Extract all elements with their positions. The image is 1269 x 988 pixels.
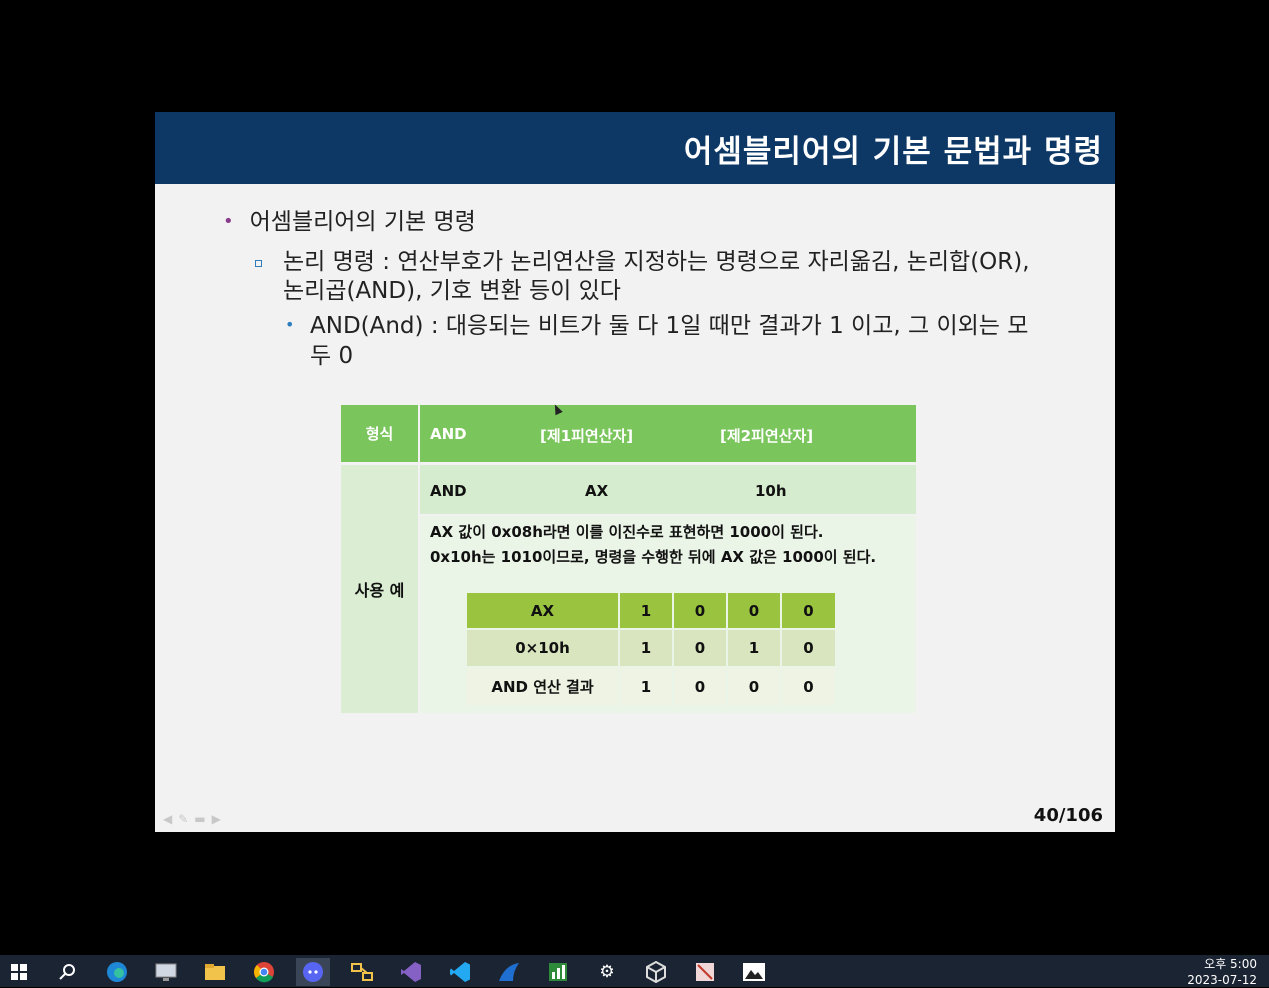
bullet-dot-icon: • (285, 315, 295, 334)
bit-cell: 1 (728, 630, 780, 666)
folder-icon[interactable] (198, 958, 232, 986)
chart-icon[interactable] (541, 958, 575, 986)
example-op: AND (430, 482, 467, 500)
bit-table: AX 1 0 0 0 0×10h 1 0 1 0 AND 연산 결과 1 0 0… (467, 593, 835, 705)
format-operand1: [제1피연산자] (540, 427, 634, 445)
slide-header: 어셈블리어의 기본 문법과 명령 (155, 112, 1115, 184)
bit-cell: 0 (782, 593, 835, 628)
bit-row-label: AX (467, 593, 618, 628)
discord-icon[interactable] (296, 958, 330, 986)
bit-row-label: AND 연산 결과 (467, 668, 618, 705)
clock-time: 오후 5:00 (1204, 957, 1257, 971)
format-row: AND [제1피연산자] [제2피연산자] (420, 405, 916, 462)
bit-cell: 0 (674, 668, 726, 705)
presentation-slide: 어셈블리어의 기본 문법과 명령 • 어셈블리어의 기본 명령 논리 명령 : 연… (155, 112, 1115, 832)
bit-cell: 1 (620, 630, 672, 666)
photo-icon[interactable] (737, 958, 771, 986)
example-operand1: AX (585, 482, 609, 500)
bit-row-label: 0×10h (467, 630, 618, 666)
and-syntax-table: 형식 AND [제1피연산자] [제2피연산자] 사용 예 AND AX 10h… (341, 405, 916, 713)
prev-slide-icon[interactable]: ◀ (163, 812, 179, 826)
chrome-icon[interactable] (247, 958, 281, 986)
visual-studio-icon[interactable] (394, 958, 428, 986)
bit-cell: 1 (620, 668, 672, 705)
bit-cell: 0 (782, 630, 835, 666)
clock-date: 2023-07-12 (1187, 973, 1257, 987)
slide-title: 어셈블리어의 기본 문법과 명령 (683, 134, 1103, 170)
format-op: AND (430, 425, 467, 443)
vscode-icon[interactable] (443, 958, 477, 986)
example-row: AND AX 10h (420, 465, 916, 514)
edge-icon[interactable] (100, 958, 134, 986)
bullet-square-icon (255, 260, 262, 267)
usage-label: 사용 예 (341, 465, 418, 713)
taskbar: ⚙ 오후 5:00 2023-07-12 (0, 955, 1269, 987)
image-tool-icon[interactable] (688, 958, 722, 986)
system-clock[interactable]: 오후 5:00 2023-07-12 (1187, 956, 1257, 988)
bit-cell: 0 (674, 593, 726, 628)
bit-cell: 0 (782, 668, 835, 705)
bullet-dot-icon: • (223, 211, 234, 232)
bullet-level3: • AND(And) : 대응되는 비트가 둘 다 1일 때만 결과가 1 이고… (285, 311, 1045, 371)
bit-cell: 1 (620, 593, 672, 628)
next-slide-icon[interactable]: ▶ (211, 812, 227, 826)
search-icon[interactable] (51, 958, 85, 986)
gear-icon[interactable]: ⚙ (599, 962, 615, 982)
desc-line1: AX 값이 0x08h라면 이를 이진수로 표현하면 1000이 된다. (430, 523, 824, 541)
page-number: 40/106 (1033, 805, 1103, 826)
cube-icon[interactable] (639, 958, 673, 986)
example-operand2: 10h (755, 482, 787, 500)
bullet-level3-text: AND(And) : 대응되는 비트가 둘 다 1일 때만 결과가 1 이고, … (310, 313, 1029, 369)
puzzle-icon[interactable] (345, 958, 379, 986)
bit-cell: 0 (674, 630, 726, 666)
bullet-level1: • 어셈블리어의 기본 명령 (223, 202, 476, 236)
menu-icon[interactable]: ▬ (194, 812, 212, 826)
bit-cell: 0 (728, 593, 780, 628)
bullet-level1-text: 어셈블리어의 기본 명령 (249, 209, 476, 235)
bullet-level2-text: 논리 명령 : 연산부호가 논리연산을 지정하는 명령으로 자리옮김, 논리합(… (283, 249, 1030, 304)
shark-icon[interactable] (492, 958, 526, 986)
format-label: 형식 (341, 405, 418, 462)
bullet-level2: 논리 명령 : 연산부호가 논리연산을 지정하는 명령으로 자리옮김, 논리합(… (255, 248, 1055, 306)
desc-line2: 0x10h는 1010이므로, 명령을 수행한 뒤에 AX 값은 1000이 된… (430, 548, 877, 566)
pen-icon[interactable]: ✎ (178, 812, 195, 826)
windows-icon[interactable] (2, 958, 36, 986)
slide-nav-controls[interactable]: ◀✎▬▶ (163, 812, 227, 826)
monitor-icon[interactable] (149, 958, 183, 986)
bit-cell: 0 (728, 668, 780, 705)
format-operand2: [제2피연산자] (720, 427, 814, 445)
